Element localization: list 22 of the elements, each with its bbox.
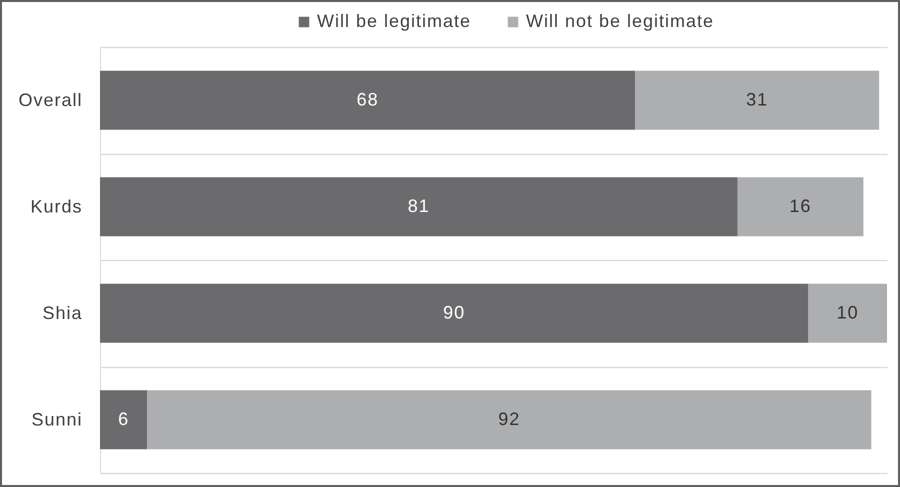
bar: [100, 177, 738, 236]
y-tick-label: Sunni: [31, 409, 82, 430]
bar: [808, 284, 887, 343]
legend-label: Will be legitimate: [317, 11, 472, 31]
y-tick-label: Kurds: [30, 196, 82, 216]
data-label: 31: [746, 89, 768, 110]
data-label: 90: [443, 302, 466, 322]
bar: [100, 284, 808, 343]
data-label: 16: [789, 196, 812, 216]
data-label: 10: [836, 302, 859, 322]
data-label: 92: [498, 408, 520, 429]
data-label: 68: [356, 89, 379, 110]
y-tick-label: Overall: [18, 90, 82, 110]
y-tick-label: Shia: [42, 302, 82, 323]
bar: [100, 70, 636, 130]
bar: [147, 390, 872, 450]
bar: [635, 70, 880, 130]
data-label: 6: [118, 408, 130, 429]
bar: [737, 177, 864, 236]
bar: [100, 390, 148, 450]
legend-label: Will not be legitimate: [526, 11, 714, 31]
data-label: 81: [408, 196, 430, 216]
